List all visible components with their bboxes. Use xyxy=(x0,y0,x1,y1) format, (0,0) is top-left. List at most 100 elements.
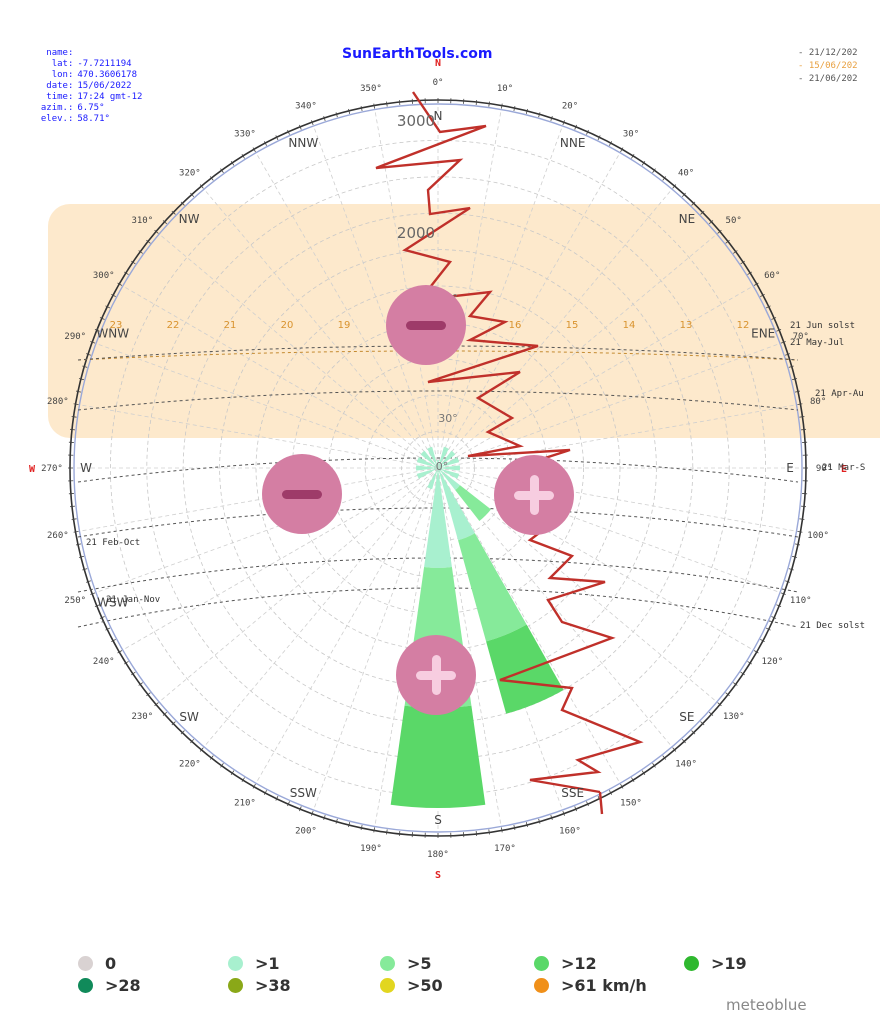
wind-sector xyxy=(437,460,439,468)
rim-tick xyxy=(230,161,235,166)
rim-tick xyxy=(124,661,129,665)
rim-tick xyxy=(597,135,601,141)
rim-tick xyxy=(252,147,256,153)
rim-tick xyxy=(348,108,351,114)
grid-spoke xyxy=(95,343,439,469)
rim-tick xyxy=(586,129,589,135)
rim-tick xyxy=(513,106,516,112)
zoom-out-button-secondary[interactable] xyxy=(262,454,342,534)
sun-path-arc xyxy=(77,390,799,411)
rim-tick xyxy=(241,154,245,159)
rim-tick xyxy=(538,112,541,118)
zoom-in-button-secondary[interactable] xyxy=(396,635,476,715)
legend-swatch xyxy=(78,978,93,993)
rim-tick xyxy=(586,801,589,807)
rim-tick xyxy=(85,580,91,583)
legend-label: >61 km/h xyxy=(561,976,647,995)
rim-tick xyxy=(513,824,516,830)
radial-tick-label: 3000 xyxy=(397,112,435,130)
rim-tick xyxy=(725,692,730,697)
legend-label: >12 xyxy=(561,954,597,973)
degree-label: 60° xyxy=(764,271,780,281)
grid-spoke xyxy=(158,467,439,703)
grid-spoke xyxy=(158,233,439,469)
compass-point-label: W xyxy=(80,461,92,475)
compass-point-label: SSE xyxy=(561,786,584,800)
sun-path-label: 21 Feb-Oct xyxy=(86,538,140,548)
legend-item: >38 xyxy=(228,976,291,995)
info-row: elev.: 58.71° xyxy=(26,114,186,125)
rim-tick xyxy=(90,341,96,344)
compass-point-label: SE xyxy=(679,710,694,724)
rim-tick xyxy=(780,341,786,344)
degree-label: 140° xyxy=(675,760,697,770)
rim-tick xyxy=(69,505,76,508)
rim-tick xyxy=(82,365,88,368)
rim-tick xyxy=(652,168,656,173)
rim-tick xyxy=(323,115,326,121)
rim-tick xyxy=(760,639,765,643)
zoom-out-button[interactable] xyxy=(386,285,466,365)
rim-tick xyxy=(700,721,705,726)
wind-sector xyxy=(416,457,438,468)
rim-tick xyxy=(681,192,686,198)
rim-tick xyxy=(241,777,245,782)
grid-spoke xyxy=(437,467,621,784)
site-title: SunEarthTools.com xyxy=(342,46,493,62)
rim-tick xyxy=(488,829,490,835)
rim-tick xyxy=(733,250,738,254)
legend-item: 0 xyxy=(78,954,116,973)
rim-tick xyxy=(562,120,565,126)
rim-tick xyxy=(180,201,185,206)
rim-tick xyxy=(105,627,111,631)
trace-tail xyxy=(598,791,604,815)
info-value xyxy=(77,48,186,59)
info-row: name: xyxy=(26,48,186,59)
legend-item: >1 xyxy=(228,954,280,973)
rim-tick xyxy=(335,112,338,118)
info-value: 17:24 gmt-12 xyxy=(77,92,143,102)
info-value: 470.3606178 xyxy=(77,70,137,80)
cardinal-letter-W: W xyxy=(29,464,36,475)
rim-tick xyxy=(78,555,84,558)
rim-tick xyxy=(94,604,100,607)
degree-label: 200° xyxy=(295,827,317,837)
rim-tick xyxy=(792,378,798,381)
sun-path-label: 21 Dec solst xyxy=(800,621,865,631)
rim-tick xyxy=(263,790,267,795)
rim-tick xyxy=(799,416,805,418)
rim-tick xyxy=(740,671,745,676)
rim-tick xyxy=(525,108,528,114)
rim-tick xyxy=(788,568,794,571)
rim-tick xyxy=(475,830,478,837)
wind-sector xyxy=(438,450,456,468)
rim-tick xyxy=(747,661,752,665)
rim-tick xyxy=(799,518,805,520)
hour-label: 22 xyxy=(167,320,180,331)
sun-path-label: 21 Jan-Nov xyxy=(106,595,160,605)
date-legend: - 21/12/202 - 15/06/202 - 21/06/202 xyxy=(798,47,858,86)
info-value: -7.7211194 xyxy=(77,59,132,69)
legend-label: >1 xyxy=(255,954,280,973)
trace-line xyxy=(375,91,644,794)
rim-tick xyxy=(717,229,722,234)
hour-label: 23 xyxy=(110,320,123,331)
rim-tick xyxy=(620,783,624,789)
legend-swatch xyxy=(228,956,243,971)
grid-spoke xyxy=(255,467,439,784)
wind-sector xyxy=(438,457,460,468)
degree-label: 40° xyxy=(678,168,694,178)
hour-label: 20 xyxy=(281,320,294,331)
rim-tick xyxy=(776,329,782,332)
wind-rose-layer xyxy=(390,446,564,809)
rim-tick xyxy=(797,530,803,533)
rim-tick xyxy=(138,682,143,686)
wind-sector xyxy=(458,533,527,642)
compass-point-label: SSW xyxy=(290,786,317,800)
cardinal-letter-S: S xyxy=(435,870,441,881)
legend-label: >19 xyxy=(711,954,747,973)
zoom-in-button[interactable] xyxy=(494,455,574,535)
wind-sector xyxy=(427,468,438,490)
grid-spoke xyxy=(437,467,673,748)
rim-tick xyxy=(747,271,752,275)
